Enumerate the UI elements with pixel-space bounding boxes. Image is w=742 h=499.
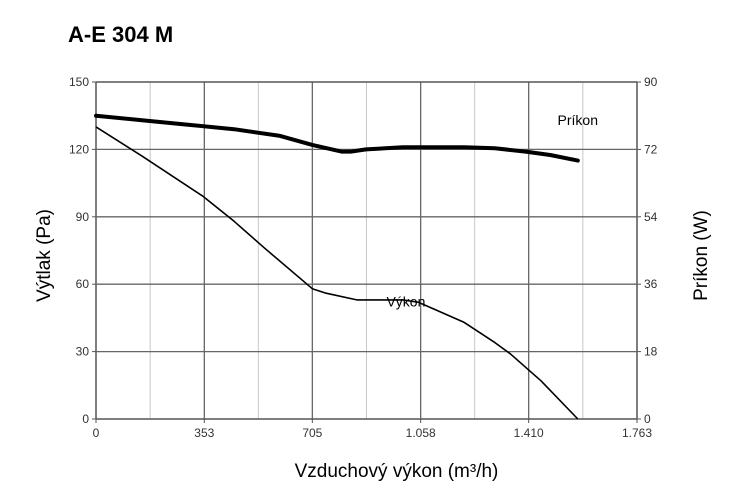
y2-tick-label: 54 <box>644 210 658 224</box>
y2-tick-label: 0 <box>644 412 651 426</box>
x-tick-label: 705 <box>302 426 322 440</box>
y-tick-label: 150 <box>69 75 89 89</box>
y-tick-label: 90 <box>76 210 90 224</box>
x-tick-label: 1.058 <box>406 426 436 440</box>
y-tick-label: 60 <box>76 277 90 291</box>
x-axis-label: Vzduchový výkon (m³/h) <box>295 461 499 482</box>
y2-tick-label: 36 <box>644 277 658 291</box>
chart-title: A-E 304 M <box>68 22 174 47</box>
series-label-vykon: Výkon <box>386 294 425 310</box>
y-axis-label: Výtlak (Pa) <box>34 209 55 302</box>
x-tick-label: 1.763 <box>622 426 652 440</box>
y2-axis-label: Príkon (W) <box>691 210 712 301</box>
series-line-vykon <box>95 126 579 420</box>
x-tick-label: 353 <box>194 426 214 440</box>
y-tick-label: 120 <box>69 142 89 156</box>
y2-tick-label: 90 <box>644 75 658 89</box>
y2-tick-label: 18 <box>644 345 658 359</box>
y2-tick-label: 72 <box>644 142 658 156</box>
x-tick-label: 0 <box>93 426 100 440</box>
series-label-prikon: Príkon <box>558 112 598 128</box>
y-tick-label: 30 <box>76 345 90 359</box>
x-tick-label: 1.410 <box>514 426 544 440</box>
y-tick-label: 0 <box>82 412 89 426</box>
series-line-prikon <box>94 113 580 163</box>
